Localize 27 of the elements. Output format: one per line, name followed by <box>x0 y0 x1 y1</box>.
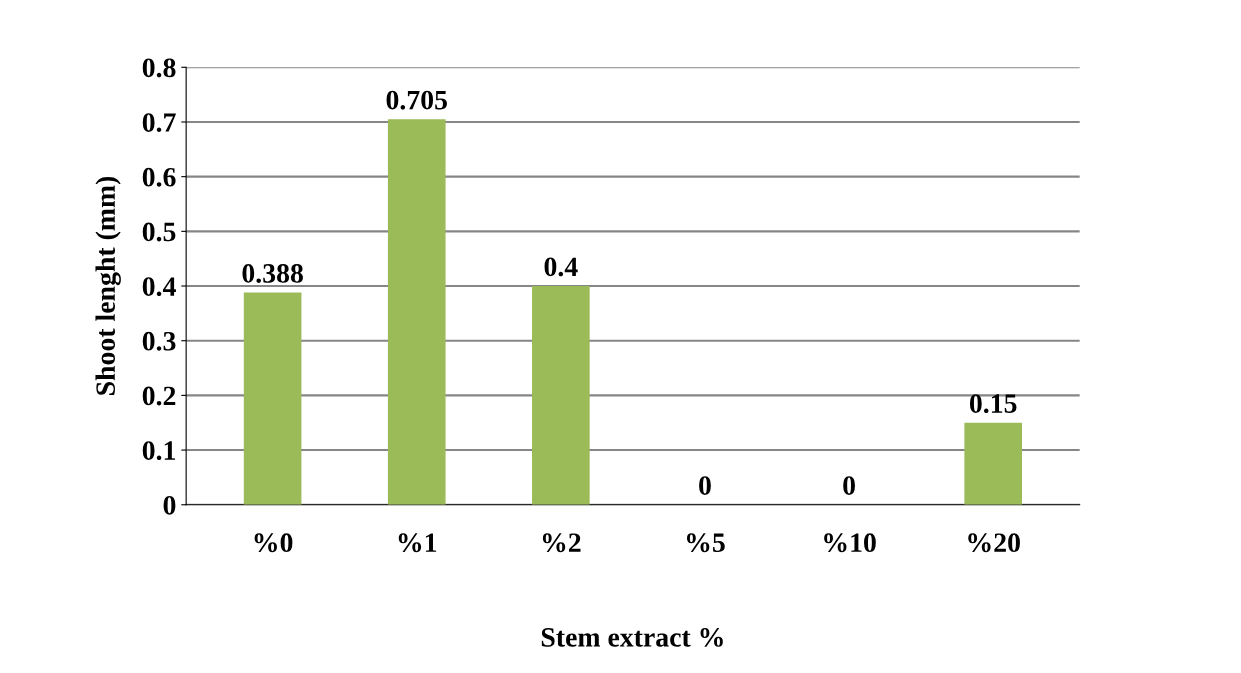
y-tick-label: 0.7 <box>142 113 176 133</box>
y-tick-label: 0.3 <box>142 331 176 351</box>
data-label: 0.4 <box>544 257 578 277</box>
data-label: 0 <box>843 476 855 495</box>
y-tick-label: 0 <box>163 495 176 515</box>
y-tick-label: 0.8 <box>142 58 176 78</box>
x-tick-label: %1 <box>398 533 437 553</box>
y-tick-label: 0.5 <box>142 222 176 242</box>
bar <box>387 119 446 505</box>
y-tick-label: 0.4 <box>142 277 176 297</box>
x-tick-label: %0 <box>254 533 293 553</box>
x-tick-label: %5 <box>686 533 725 553</box>
x-tick-label: %20 <box>968 533 1020 553</box>
bar <box>532 286 590 505</box>
y-tick-label: 0.2 <box>142 386 176 406</box>
bar <box>243 292 302 505</box>
bar <box>964 422 1023 505</box>
data-label: 0.705 <box>386 90 447 110</box>
y-tick-label: 0.1 <box>142 441 175 461</box>
x-axis-title: Stem extract % <box>541 627 723 647</box>
data-label: 0.15 <box>969 394 1017 414</box>
y-tick-label: 0.6 <box>142 167 176 187</box>
y-axis-title: Shoot lenght (mm) <box>95 176 121 395</box>
data-label: 0 <box>699 476 711 495</box>
data-label: 0.388 <box>242 264 303 283</box>
x-tick-label: %2 <box>542 533 581 553</box>
x-tick-label: %10 <box>824 533 876 553</box>
